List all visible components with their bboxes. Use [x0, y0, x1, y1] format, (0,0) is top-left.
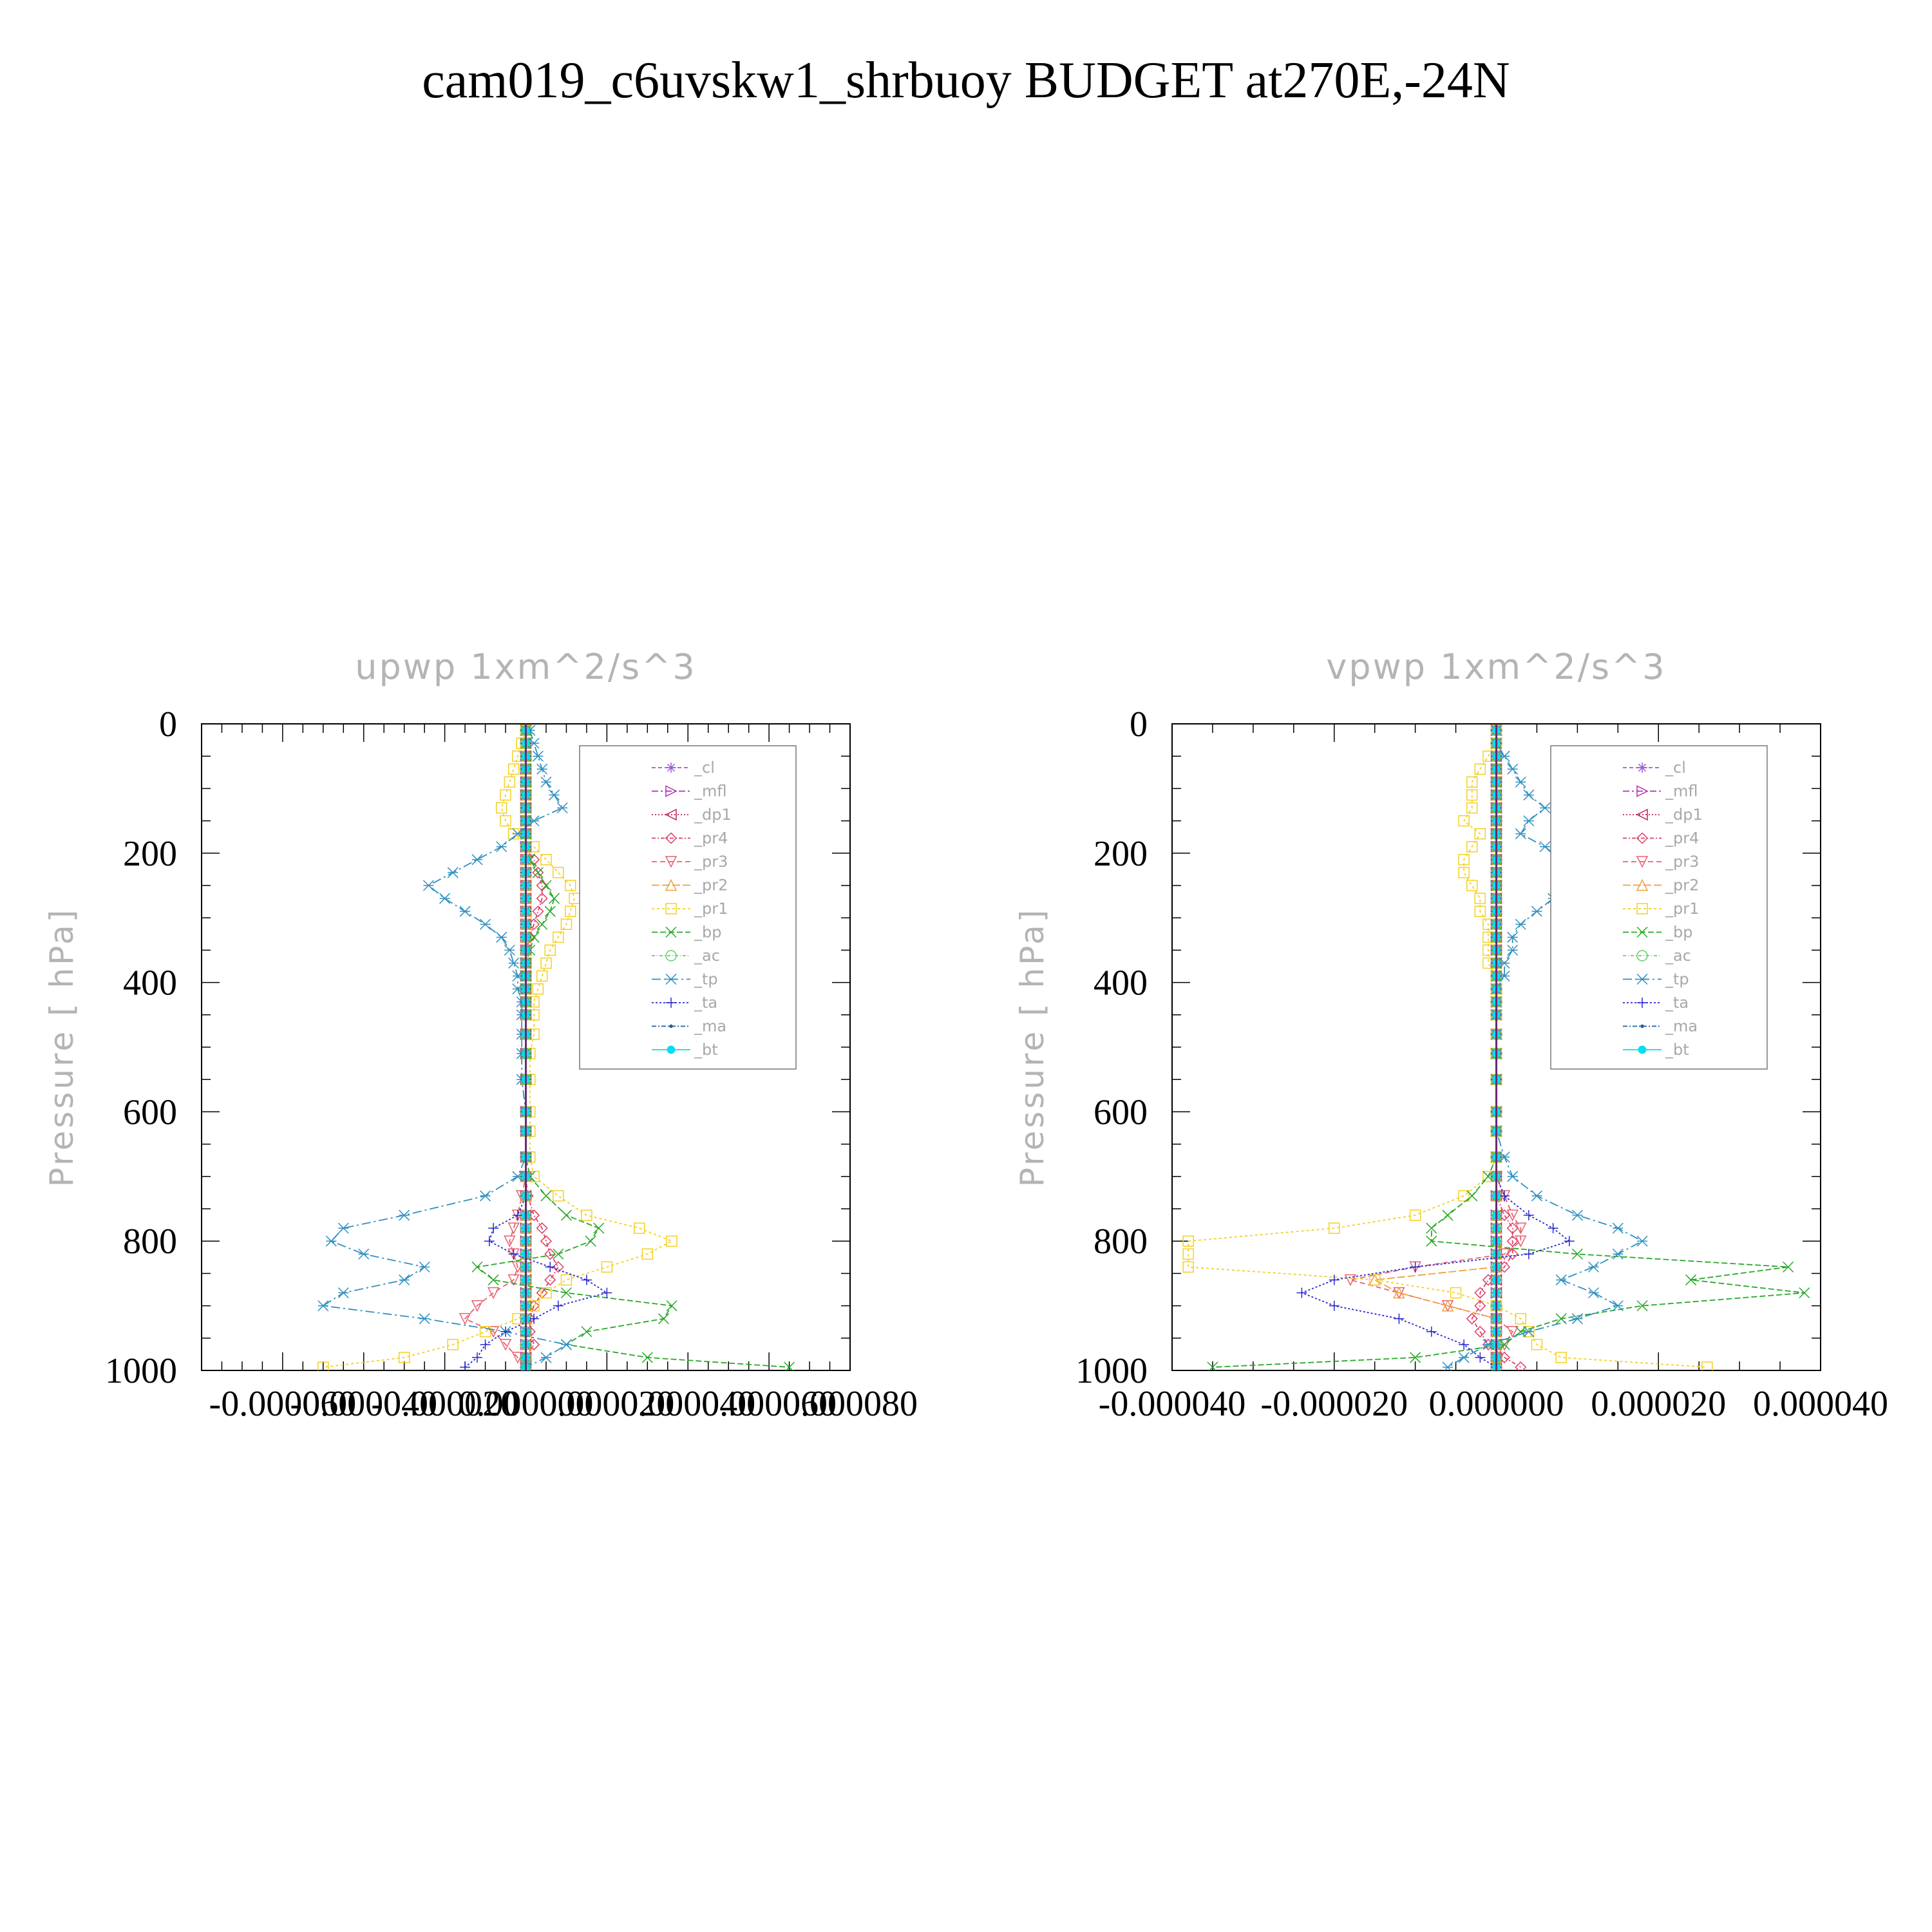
x-tick-label: 0.000020 [539, 1384, 674, 1424]
y-tick-label: 200 [1094, 834, 1148, 874]
y-tick-label: 600 [123, 1092, 177, 1132]
series-line-tp [1447, 730, 1644, 1368]
y-tick-label: 800 [1094, 1222, 1148, 1262]
x-tick-label: -0.000040 [1099, 1384, 1246, 1424]
y-tick-label: 600 [1094, 1092, 1148, 1132]
x-tick-label: 0.000020 [1591, 1384, 1726, 1424]
panel-upwp: upwp 1xm^2/s^3 Pressure [ hPa] 0 200 400 600 8… [43, 647, 918, 1424]
legend-label: _bp [694, 923, 721, 942]
figure-title: cam019_c6uvskw1_shrbuoy BUDGET at270E,-2… [422, 52, 1510, 109]
legend-label: _tp [1665, 971, 1689, 989]
legend-label: _pr4 [694, 829, 728, 848]
legend-label: _pr1 [1665, 900, 1699, 918]
legend-label: _pr2 [1665, 876, 1699, 895]
legend-label: _tp [694, 971, 718, 989]
y-axis-label: Pressure [ hPa] [1014, 907, 1051, 1188]
x-tick-label: -0.000040 [290, 1384, 437, 1424]
series-line-pr2 [1372, 730, 1497, 1367]
legend-box [579, 745, 797, 1070]
series-markers-ta [1296, 725, 1575, 1370]
legend-label: _pr3 [1665, 853, 1699, 871]
x-tick-label: 0.000000 [1429, 1384, 1564, 1424]
legend-label: _cl [694, 759, 715, 777]
legend-label: _dp1 [1665, 806, 1703, 824]
series-group [317, 724, 795, 1370]
x-tick-label: -0.000020 [371, 1384, 518, 1424]
series-line-ta [464, 730, 609, 1368]
legend-label: _pr3 [694, 853, 728, 871]
x-tick-label: 0.000040 [1753, 1384, 1888, 1424]
legend: _cl _mfl _dp1 _pr4 _pr3 _pr2 _pr1 _bp _ac _tp _ta _… [579, 745, 797, 1070]
y-tick-label: 400 [1094, 963, 1148, 1003]
series-line-pr1 [1188, 730, 1707, 1368]
y-tick-label: 0 [159, 705, 177, 744]
series-markers-pr2 [1368, 724, 1502, 1370]
y-tick-label: 400 [123, 963, 177, 1003]
legend-label: _ac [1665, 947, 1691, 965]
legend-label: _pr4 [1665, 829, 1699, 848]
panel-vpwp: vpwp 1xm^2/s^3 Pressure [ hPa] 0 200 400 600 8… [1014, 647, 1888, 1424]
legend-label: _bp [1665, 923, 1692, 942]
legend-label: _pr1 [694, 900, 728, 918]
legend-label: _mfl [694, 782, 727, 800]
series-markers-tp [1442, 724, 1648, 1370]
legend-label: _bt [1665, 1041, 1689, 1059]
x-tick-label: 0.000000 [459, 1384, 594, 1424]
series-markers-bt [1492, 726, 1501, 1370]
series-line-tp [321, 730, 568, 1368]
x-tick-label: -0.000020 [1260, 1384, 1408, 1424]
legend-label: _dp1 [694, 806, 732, 824]
panel-title: upwp 1xm^2/s^3 [355, 647, 697, 687]
x-tick-label: 0.000040 [620, 1384, 755, 1424]
legend-label: _pr2 [694, 876, 728, 895]
x-tick-label: 0.000060 [701, 1384, 837, 1424]
series-line-pr1 [323, 730, 674, 1368]
legend-label: _ac [694, 947, 720, 965]
y-axis-label: Pressure [ hPa] [43, 907, 80, 1188]
x-tick-label: -0.000060 [209, 1384, 357, 1424]
y-tick-label: 1000 [1075, 1351, 1148, 1391]
y-tick-label: 1000 [105, 1351, 177, 1391]
x-tick-label: 0.000080 [782, 1384, 918, 1424]
y-tick-label: 200 [123, 834, 177, 874]
series-group [1182, 724, 1810, 1370]
legend-label: _ma [694, 1018, 726, 1036]
y-tick-label: 800 [123, 1222, 177, 1262]
legend-label: _cl [1665, 759, 1686, 777]
legend-label: _ta [694, 994, 717, 1012]
legend-label: _mfl [1665, 782, 1698, 800]
legend-label: _ta [1665, 994, 1689, 1012]
legend-label: _bt [694, 1041, 718, 1059]
panel-title: vpwp 1xm^2/s^3 [1326, 647, 1666, 687]
legend-box [1550, 745, 1768, 1070]
y-tick-label: 0 [1130, 705, 1148, 744]
series-line-ta [1300, 730, 1571, 1368]
legend-label: _ma [1665, 1018, 1698, 1036]
legend: _cl _mfl _dp1 _pr4 _pr3 _pr2 _pr1 _bp _ac _tp _ta _… [1550, 745, 1768, 1070]
